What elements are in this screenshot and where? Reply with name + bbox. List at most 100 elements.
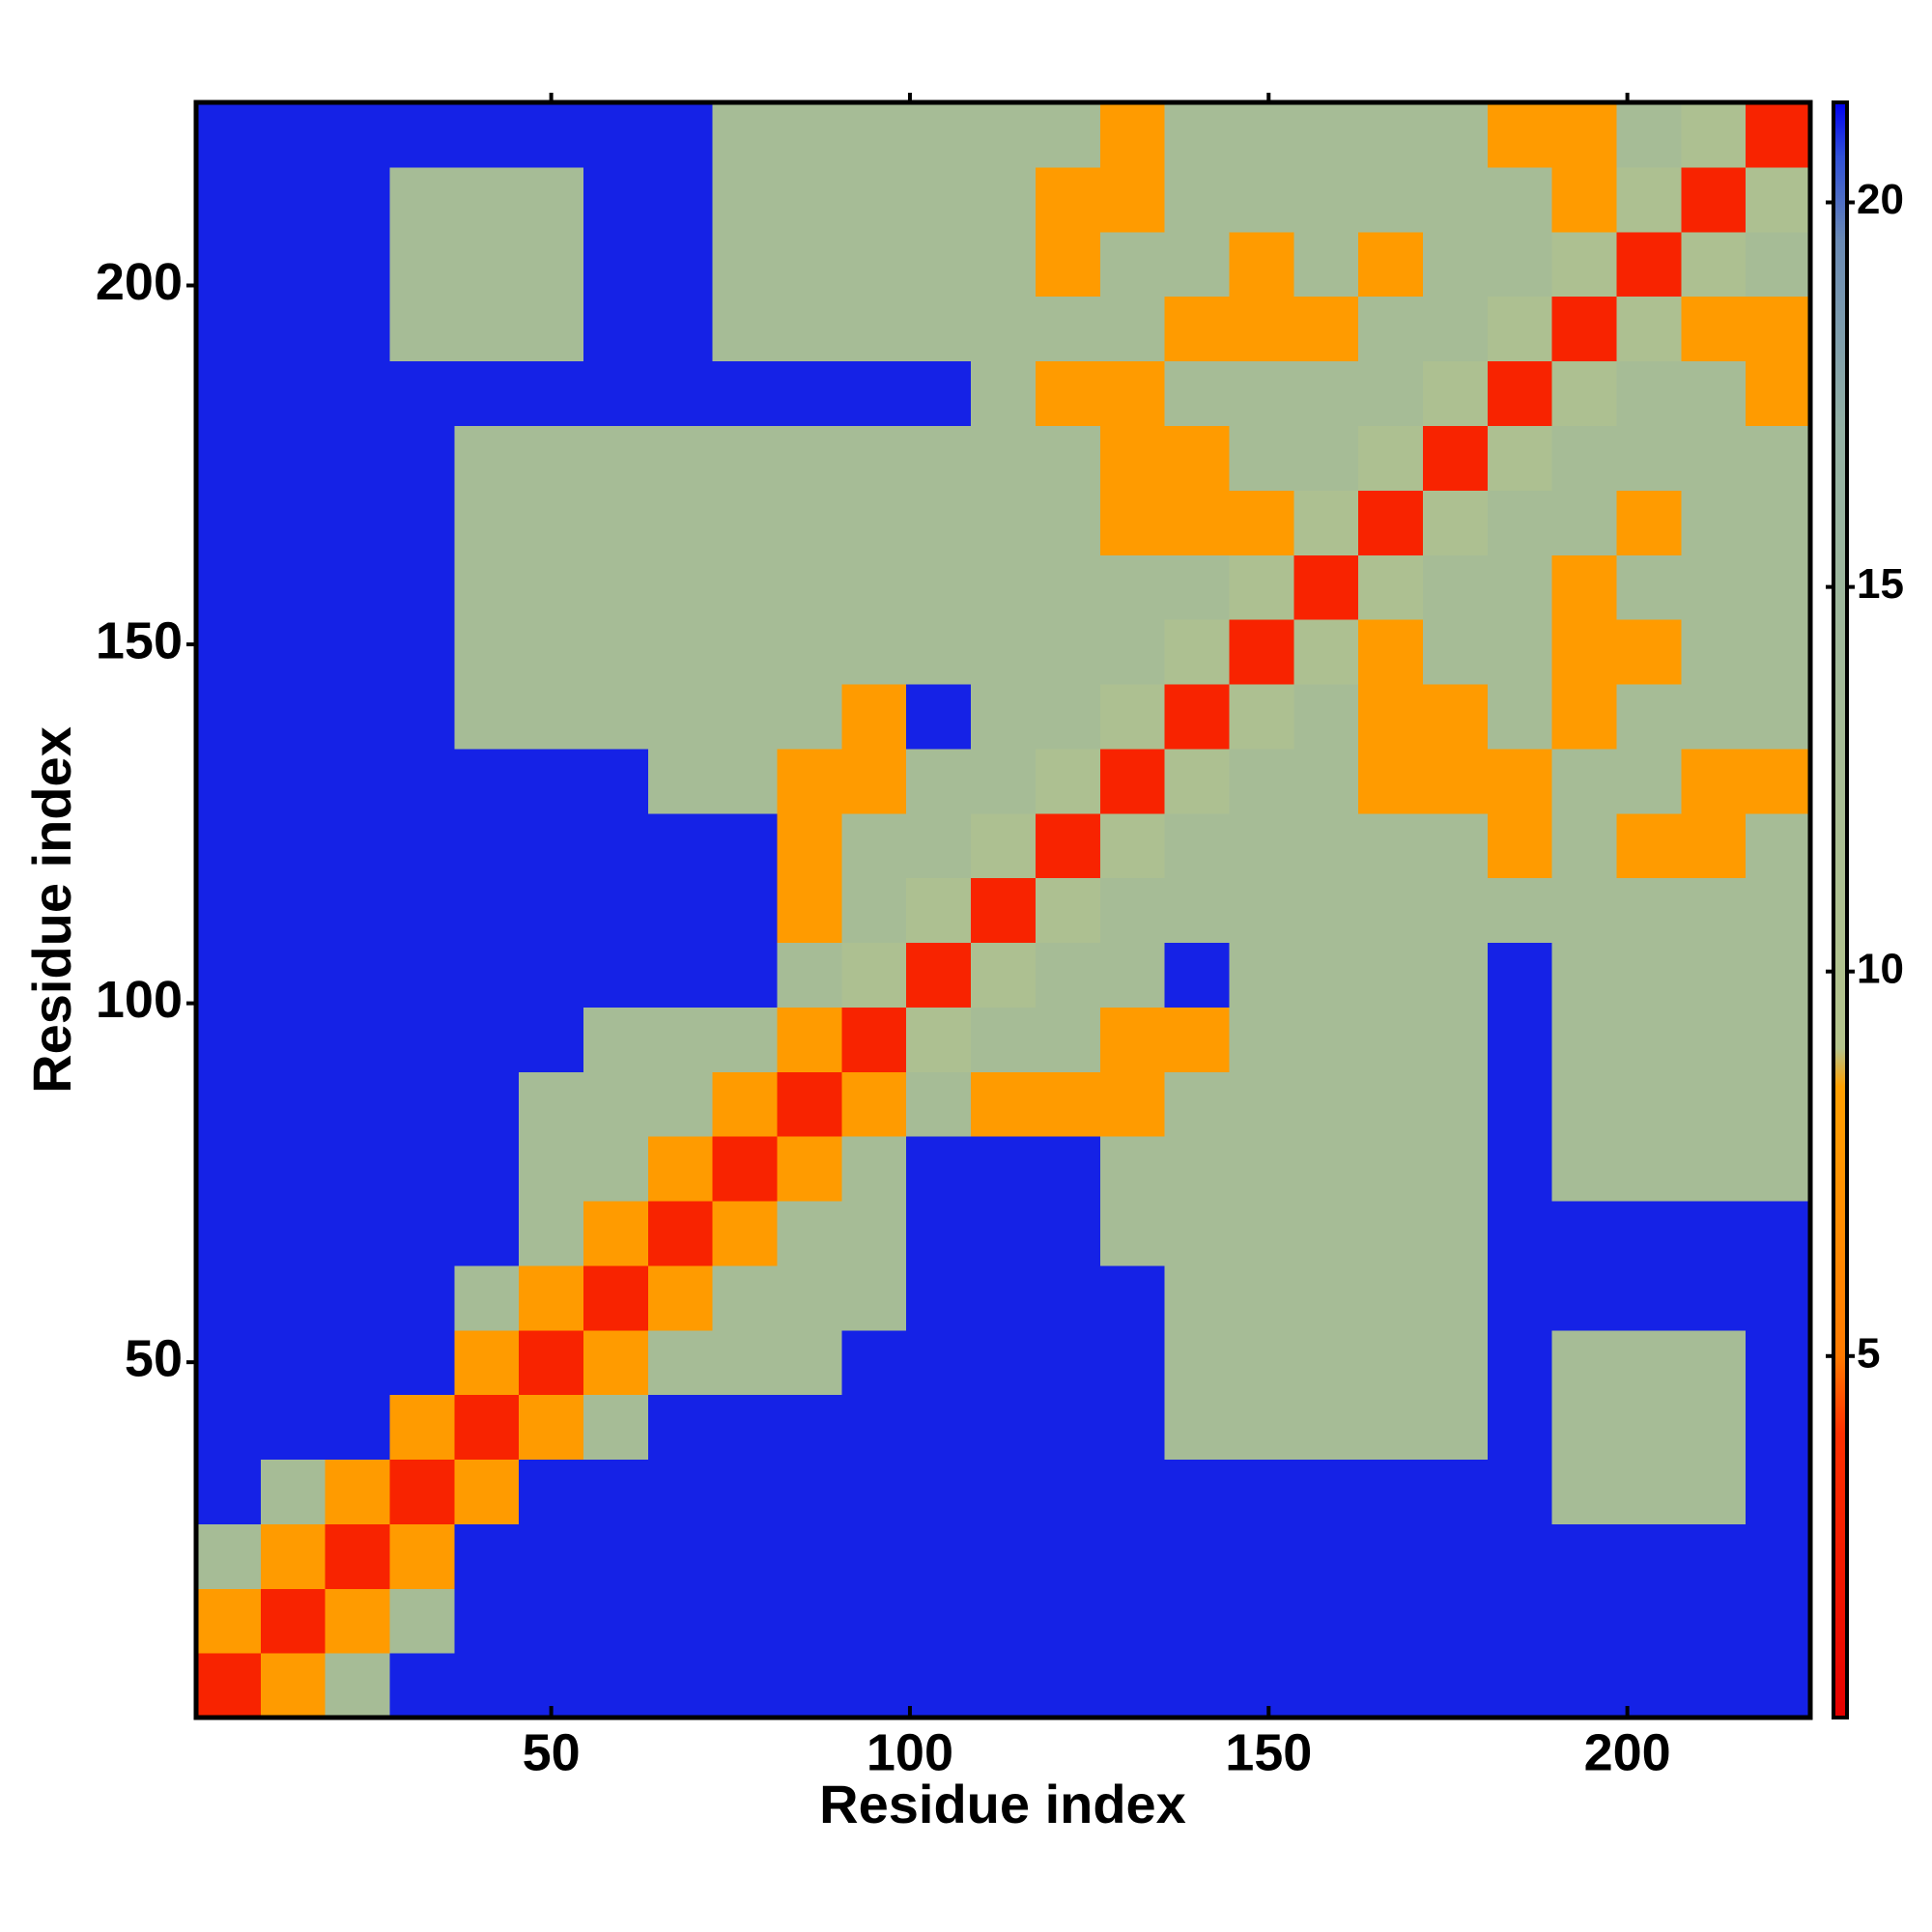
heatmap-cell <box>1229 554 1294 620</box>
heatmap-cell <box>1293 360 1359 426</box>
heatmap-cell <box>906 1653 972 1719</box>
heatmap-cell <box>777 1523 842 1589</box>
heatmap-cell <box>519 748 584 814</box>
heatmap-cell <box>1422 1264 1489 1331</box>
heatmap-cell <box>260 425 327 491</box>
heatmap-cell <box>454 1329 520 1396</box>
heatmap-cell <box>1164 1394 1231 1461</box>
heatmap-cell <box>1293 1007 1359 1072</box>
heatmap-cell <box>1164 490 1231 555</box>
heatmap-cell <box>1164 1200 1231 1266</box>
heatmap-cell <box>1681 490 1747 555</box>
heatmap-cell <box>841 490 907 555</box>
heatmap-cell <box>1681 1264 1747 1331</box>
heatmap-cell <box>1035 1459 1101 1524</box>
heatmap-cell <box>1035 812 1101 879</box>
heatmap-cell <box>1293 1071 1359 1137</box>
heatmap-cell <box>1746 296 1811 362</box>
heatmap-cell <box>777 1007 842 1072</box>
heatmap-cell <box>389 1394 455 1461</box>
heatmap-cell <box>777 554 842 620</box>
heatmap-cell <box>1551 683 1618 750</box>
heatmap-cell <box>1358 1588 1424 1654</box>
heatmap-cell <box>583 748 649 814</box>
heatmap-cell <box>647 1394 714 1461</box>
heatmap-cell <box>260 1136 327 1202</box>
heatmap-cell <box>1035 877 1101 944</box>
heatmap-cell <box>519 1523 584 1589</box>
heatmap-cell <box>260 619 327 685</box>
heatmap-cell <box>1099 1588 1166 1654</box>
heatmap-cell <box>647 619 714 685</box>
heatmap-cell <box>454 102 520 168</box>
heatmap-cell <box>1487 231 1553 298</box>
heatmap-cell <box>1487 102 1553 168</box>
x-tick-label: 150 <box>1225 1723 1312 1781</box>
heatmap-cell <box>1358 1136 1424 1202</box>
heatmap-cell <box>1229 1007 1294 1072</box>
heatmap-cell <box>841 619 907 685</box>
heatmap-cell <box>1746 812 1811 879</box>
heatmap-cell <box>1099 619 1166 685</box>
heatmap-cell <box>1293 425 1359 491</box>
heatmap-cell <box>519 231 584 298</box>
heatmap-cell <box>1681 942 1747 1008</box>
heatmap-cell <box>389 1136 455 1202</box>
heatmap-cell <box>1035 1329 1101 1396</box>
heatmap-cell <box>196 1136 262 1202</box>
heatmap-cell <box>1681 166 1747 233</box>
heatmap-cell <box>1293 748 1359 814</box>
heatmap-cell <box>1681 1007 1747 1072</box>
heatmap-cell <box>971 360 1037 426</box>
heatmap-cell <box>389 1071 455 1137</box>
heatmap-cell <box>1164 1459 1231 1524</box>
heatmap-cell <box>906 1264 972 1331</box>
heatmap-cell <box>1164 1653 1231 1719</box>
heatmap-cell <box>777 166 842 233</box>
heatmap-cell <box>1616 1007 1682 1072</box>
heatmap-cell <box>647 166 714 233</box>
heatmap-cell <box>1746 1264 1811 1331</box>
heatmap-cell <box>1229 748 1294 814</box>
heatmap-cell <box>389 554 455 620</box>
heatmap-cell <box>1487 166 1553 233</box>
heatmap-cell <box>1681 619 1747 685</box>
heatmap-cell <box>1229 425 1294 491</box>
heatmap-cell <box>1746 490 1811 555</box>
heatmap-cell <box>906 942 972 1008</box>
heatmap-cell <box>1099 942 1166 1008</box>
heatmap-cell <box>1358 1264 1424 1331</box>
heatmap-cell <box>1099 554 1166 620</box>
heatmap-cell <box>712 748 779 814</box>
heatmap-cell <box>1681 1329 1747 1396</box>
heatmap-cell <box>1487 1588 1553 1654</box>
heatmap-cell <box>389 425 455 491</box>
heatmap-cell <box>260 748 327 814</box>
heatmap-cell <box>260 554 327 620</box>
heatmap-cell <box>712 877 779 944</box>
heatmap-cell <box>1681 231 1747 298</box>
heatmap-cell <box>583 1264 649 1331</box>
heatmap-cell <box>325 490 391 555</box>
heatmap-cell <box>971 554 1037 620</box>
heatmap-cell <box>260 1523 327 1589</box>
y-tick-label: 150 <box>96 611 183 669</box>
heatmap-cell <box>1293 231 1359 298</box>
heatmap-cell <box>1293 166 1359 233</box>
heatmap-cell <box>1229 1459 1294 1524</box>
heatmap-cell <box>583 812 649 879</box>
heatmap-cell <box>1746 1394 1811 1461</box>
heatmap-cell <box>1616 877 1682 944</box>
heatmap-cell <box>1422 360 1489 426</box>
heatmap-cell <box>1616 1523 1682 1589</box>
heatmap-cell <box>196 296 262 362</box>
heatmap-cell <box>1422 942 1489 1008</box>
heatmap-cell <box>1681 748 1747 814</box>
heatmap-cell <box>777 1459 842 1524</box>
heatmap-cell <box>325 425 391 491</box>
heatmap-cell <box>712 166 779 233</box>
heatmap-cell <box>841 296 907 362</box>
heatmap-cell <box>1293 1523 1359 1589</box>
heatmap-cell <box>906 360 972 426</box>
heatmap-cell <box>1681 1394 1747 1461</box>
